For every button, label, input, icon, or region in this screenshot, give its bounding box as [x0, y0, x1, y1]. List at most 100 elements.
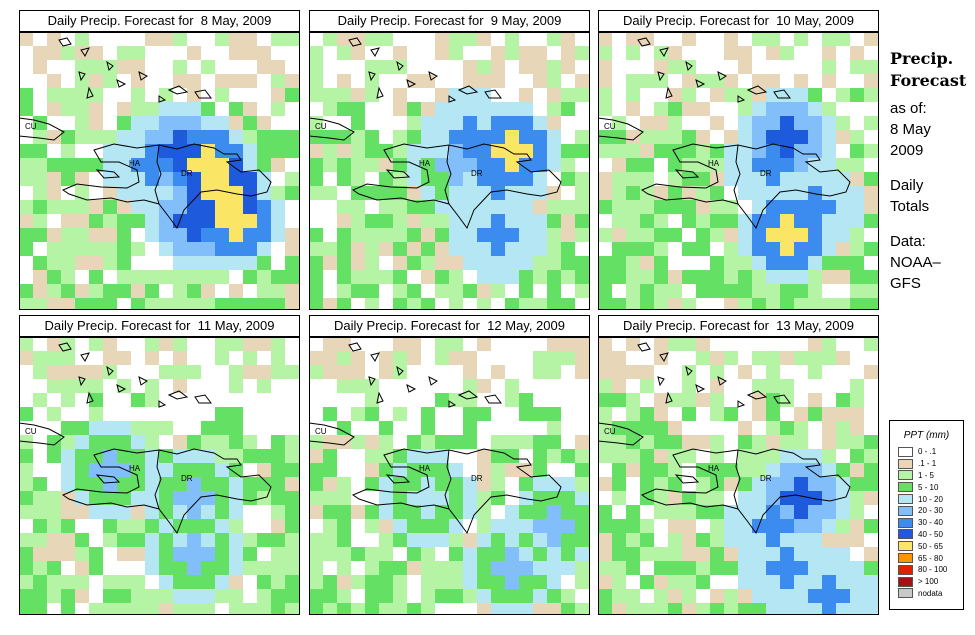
precip-cell: [187, 158, 201, 172]
precip-cell: [103, 449, 117, 463]
precip-cell: [61, 393, 75, 407]
precip-cell: [323, 477, 337, 491]
precip-cell: [351, 477, 365, 491]
precip-cell: [710, 200, 724, 214]
precip-cell: [201, 74, 215, 88]
precip-cell: [766, 547, 780, 561]
precip-cell: [477, 116, 491, 130]
precip-cell: [131, 102, 145, 116]
precip-cell: [47, 74, 61, 88]
precip-cell: [505, 533, 519, 547]
precip-cell: [229, 214, 243, 228]
precip-cell: [117, 46, 131, 60]
precip-cell: [215, 351, 229, 365]
precip-cell: [640, 449, 654, 463]
precip-cell: [243, 575, 257, 589]
precip-cell: [365, 172, 379, 186]
precip-cell: [575, 351, 589, 365]
precip-cell: [519, 449, 533, 463]
precip-cell: [505, 32, 519, 46]
precip-cell: [710, 435, 724, 449]
precip-cell: [131, 407, 145, 421]
country-label-dr: DR: [471, 169, 483, 178]
precip-cell: [696, 337, 710, 351]
precip-cell: [187, 298, 201, 310]
precip-cell: [561, 561, 575, 575]
precip-cell: [103, 589, 117, 603]
precip-cell: [850, 256, 864, 270]
precip-cell: [808, 421, 822, 435]
precip-cell: [864, 337, 878, 351]
precip-cell: [173, 337, 187, 351]
precip-cell: [752, 200, 766, 214]
precip-cell: [449, 393, 463, 407]
precip-cell: [780, 589, 794, 603]
precip-cell: [159, 186, 173, 200]
precip-cell: [822, 60, 836, 74]
precip-cell: [33, 533, 47, 547]
precip-cell: [47, 519, 61, 533]
precip-cell: [421, 519, 435, 533]
precip-cell: [103, 200, 117, 214]
precip-cell: [19, 491, 33, 505]
precip-cell: [654, 130, 668, 144]
precip-cell: [491, 158, 505, 172]
precip-cell: [612, 519, 626, 533]
precip-cell: [710, 561, 724, 575]
precip-cell: [449, 491, 463, 505]
precip-cell: [766, 407, 780, 421]
precip-cell: [323, 337, 337, 351]
precip-cell: [561, 88, 575, 102]
precip-cell: [794, 603, 808, 615]
hispaniola-coastline: [61, 143, 272, 230]
precip-cell: [696, 242, 710, 256]
precip-cell: [780, 603, 794, 615]
precip-cell: [575, 463, 589, 477]
precip-cell: [215, 603, 229, 615]
precip-cell: [491, 575, 505, 589]
precip-cell: [836, 46, 850, 60]
precip-cell: [738, 74, 752, 88]
precip-cell: [159, 32, 173, 46]
precip-cell: [626, 533, 640, 547]
precip-cell: [682, 435, 696, 449]
precip-cell: [533, 88, 547, 102]
precip-cell: [836, 575, 850, 589]
precip-cell: [379, 130, 393, 144]
precip-cell: [435, 242, 449, 256]
precip-cell: [19, 393, 33, 407]
precip-cell: [243, 337, 257, 351]
precip-cell: [89, 351, 103, 365]
precip-cell: [33, 519, 47, 533]
precip-cell: [463, 561, 477, 575]
precip-cell: [117, 589, 131, 603]
precip-cell: [477, 589, 491, 603]
precip-cell: [61, 519, 75, 533]
precip-cell: [173, 46, 187, 60]
precip-cell: [780, 491, 794, 505]
precip-cell: [547, 144, 561, 158]
precip-cell: [103, 242, 117, 256]
precip-cell: [337, 519, 351, 533]
precip-cell: [449, 463, 463, 477]
precip-cell: [491, 60, 505, 74]
precip-cell: [682, 130, 696, 144]
precip-cell: [561, 421, 575, 435]
precip-cell: [626, 144, 640, 158]
precip-cell: [794, 365, 808, 379]
precip-cell: [822, 449, 836, 463]
precip-cell: [215, 130, 229, 144]
precip-cell: [794, 379, 808, 393]
precip-cell: [491, 491, 505, 505]
precip-cell: [612, 102, 626, 116]
precip-cell: [257, 270, 271, 284]
precip-cell: [533, 337, 547, 351]
precip-cell: [822, 561, 836, 575]
precip-cell: [89, 379, 103, 393]
precip-cell: [561, 214, 575, 228]
precip-cell: [626, 519, 640, 533]
precip-cell: [117, 270, 131, 284]
precip-cell: [407, 172, 421, 186]
precip-cell: [229, 393, 243, 407]
